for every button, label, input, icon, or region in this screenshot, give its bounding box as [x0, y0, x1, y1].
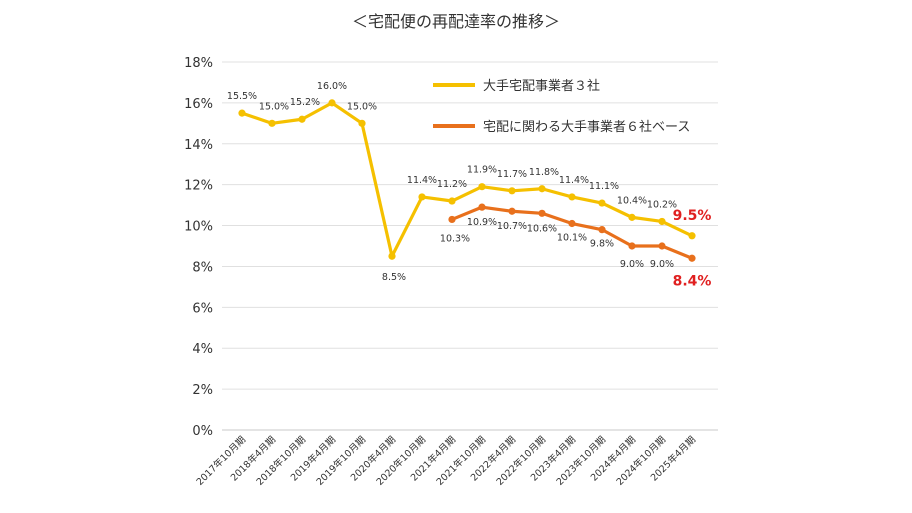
data-point	[298, 115, 306, 123]
y-tick-label: 16%	[184, 97, 213, 112]
y-tick-label: 2%	[192, 383, 213, 398]
data-point	[508, 187, 516, 195]
y-tick-label: 8%	[192, 260, 213, 275]
data-point	[268, 119, 276, 127]
data-label: 10.9%	[467, 217, 497, 228]
data-point	[478, 183, 486, 191]
y-tick-label: 0%	[192, 424, 213, 439]
data-labels: 15.5%15.0% 15.2%16.0%15.0%8.5%11.4% 11.2%1…	[227, 81, 712, 289]
data-label: 9.8%	[590, 239, 614, 250]
data-point	[448, 215, 456, 224]
data-label: 11.4%	[407, 175, 437, 186]
data-label: 15.5%	[227, 91, 257, 102]
data-label: 10.6%	[527, 223, 557, 234]
y-tick-label: 4%	[192, 342, 213, 357]
data-label: 11.1%	[589, 181, 619, 192]
data-point	[628, 242, 636, 250]
data-point	[508, 207, 516, 215]
data-label: 10.2%	[647, 199, 677, 210]
data-point	[568, 193, 576, 201]
data-point	[658, 217, 666, 226]
data-label: 10.3%	[440, 233, 470, 244]
data-label: 11.2%	[437, 179, 467, 190]
data-point	[238, 109, 246, 117]
series-group	[238, 99, 696, 262]
data-point	[538, 209, 546, 217]
data-label: 10.4%	[617, 195, 647, 206]
series-line-1	[241, 101, 693, 258]
data-point	[658, 242, 666, 250]
data-point	[448, 197, 456, 205]
data-point	[328, 99, 336, 107]
legend-label: 宅配に関わる大手事業者６社ベース	[483, 119, 690, 135]
data-point	[598, 199, 606, 207]
data-label: 10.1%	[557, 233, 587, 244]
data-label: 11.7%	[497, 169, 527, 180]
data-point	[478, 203, 486, 211]
data-label: 9.0%	[620, 259, 644, 270]
data-point	[388, 252, 396, 260]
data-point	[688, 254, 696, 262]
data-point	[628, 213, 636, 221]
data-label: 15.2%	[290, 97, 320, 108]
data-label: 11.8%	[529, 167, 559, 178]
data-label: 11.4%	[559, 175, 589, 186]
data-point	[538, 185, 546, 193]
legend-label: 大手宅配事業者３社	[483, 78, 600, 94]
data-label: 9.5%	[673, 208, 712, 224]
data-point	[688, 232, 696, 240]
data-label: 11.9%	[467, 165, 497, 176]
y-tick-label: 18%	[184, 56, 213, 71]
y-tick-label: 14%	[184, 138, 213, 153]
data-point	[598, 226, 606, 234]
y-tick-label: 10%	[184, 220, 213, 235]
y-axis-ticks: 0% 2% 4% 6% 8% 10% 12% 14% 16% 18%	[184, 56, 213, 439]
y-tick-label: 12%	[184, 179, 213, 194]
data-label: 16.0%	[317, 81, 347, 92]
x-axis-ticks: 2017年10月期2018年4月期2018年10月期2019年4月期2019年1…	[194, 434, 698, 488]
data-label: 10.7%	[497, 221, 527, 232]
data-label: 15.0%	[259, 101, 289, 112]
y-tick-label: 6%	[192, 301, 213, 316]
data-point	[568, 219, 576, 228]
data-point	[358, 119, 366, 127]
chart-title: ＜宅配便の再配達率の推移＞	[351, 12, 560, 31]
data-label: 15.0%	[347, 101, 377, 112]
data-label: 9.0%	[650, 259, 674, 270]
gridlines	[222, 61, 718, 431]
data-label: 8.4%	[673, 273, 712, 289]
data-point	[418, 193, 426, 201]
data-label: 8.5%	[382, 272, 406, 283]
